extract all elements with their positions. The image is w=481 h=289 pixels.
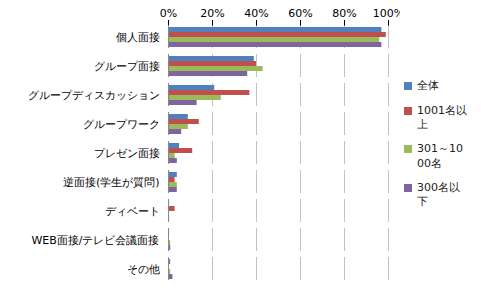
svg-text:グループワーク: グループワーク [83, 118, 160, 131]
svg-text:グループディスカッション: グループディスカッション [28, 89, 160, 102]
svg-text:0%: 0% [160, 7, 177, 20]
svg-text:100%: 100% [373, 7, 400, 20]
html-text:301～1000名: 301～1000名 [417, 142, 463, 170]
svg-text:40%: 40% [244, 7, 268, 20]
svg-text:60%: 60% [288, 7, 312, 20]
html-text:1001名以上: 1001名以上 [417, 103, 467, 131]
svg-text:WEB面接/テレビ会議面接: WEB面接/テレビ会議面接 [31, 234, 159, 247]
svg-text:80%: 80% [332, 7, 356, 20]
html-text:全体: 全体 [417, 79, 439, 93]
svg-text:その他: その他 [127, 263, 160, 276]
svg-text:個人面接: 個人面接 [116, 31, 160, 44]
svg-text:ディベート: ディベート [105, 205, 160, 218]
svg-text:プレゼン面接: プレゼン面接 [94, 147, 160, 160]
svg-text:逆面接(学生が質問): 逆面接(学生が質問) [63, 176, 160, 189]
html-text:300名以下: 300名以下 [417, 180, 460, 209]
svg-text:20%: 20% [200, 7, 224, 20]
svg-text:グループ面接: グループ面接 [94, 60, 160, 73]
